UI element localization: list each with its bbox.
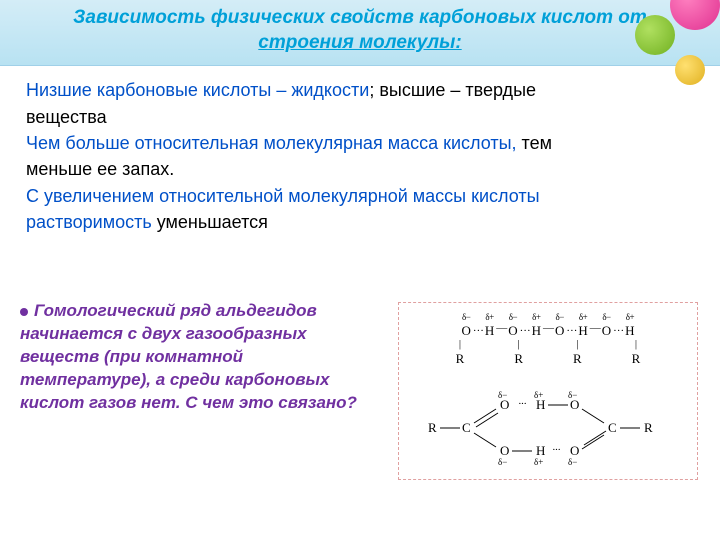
main-content: Низшие карбоновые кислоты – жидкости; вы… xyxy=(0,66,720,244)
content-line: Низшие карбоновые кислоты – жидкости; вы… xyxy=(26,78,694,102)
chain-unit: … xyxy=(612,313,624,337)
svg-text:δ−: δ− xyxy=(498,457,507,467)
hbond-chain: δ−O…δ+H—δ−O…δ+H—δ−O…δ+H—δ−O…δ+H xyxy=(405,313,691,337)
text-span: вещества xyxy=(26,107,107,127)
dimer-left-c: C xyxy=(462,420,471,435)
chain-unit: — xyxy=(542,313,554,337)
hbond-diagram: δ−O…δ+H—δ−O…δ+H—δ−O…δ+H—δ−O…δ+H |R|R|R|R… xyxy=(398,302,698,480)
text-span: меньше ее запах. xyxy=(26,159,174,179)
r-label: |R xyxy=(513,339,524,365)
chain-unit: … xyxy=(472,313,484,337)
content-line: С увеличением относительной молекулярной… xyxy=(26,184,694,208)
page-title: Зависимость физических свойств карбоновы… xyxy=(20,6,700,55)
title-bar: Зависимость физических свойств карбоновы… xyxy=(0,0,720,66)
text-span: Низшие карбоновые кислоты – жидкости xyxy=(26,80,369,100)
svg-text:O: O xyxy=(500,443,509,458)
chain-unit: δ−O xyxy=(460,313,471,337)
text-span: ; высшие – твердые xyxy=(369,80,536,100)
text-span: тем xyxy=(522,133,552,153)
text-span: С увеличением относительной молекулярной… xyxy=(26,186,540,206)
bullet-icon xyxy=(20,308,28,316)
text-span: уменьшается xyxy=(152,212,268,232)
question-text: Гомологический ряд альдегидов начинается… xyxy=(20,301,357,412)
svg-text:H: H xyxy=(536,443,545,458)
chain-unit: … xyxy=(519,313,531,337)
title-line1: Зависимость физических свойств карбоновы… xyxy=(73,7,647,28)
chain-unit: δ+H xyxy=(624,313,635,337)
chain-unit: δ+H xyxy=(531,313,542,337)
svg-text:O: O xyxy=(570,443,579,458)
svg-text:δ−: δ− xyxy=(568,390,577,400)
r-label: |R xyxy=(455,339,466,365)
svg-text:δ+: δ+ xyxy=(534,390,543,400)
dimer-left-r: R xyxy=(428,420,437,435)
dimer-structure: R C O δ− ··· H δ+ O δ− O δ− H δ+ ··· O δ… xyxy=(418,387,678,467)
content-line: меньше ее запах. xyxy=(26,157,694,181)
decorative-circles xyxy=(620,0,720,100)
text-span: Чем больше относительная молекулярная ма… xyxy=(26,133,522,153)
chain-unit: … xyxy=(565,313,577,337)
chain-unit: δ−O xyxy=(601,313,612,337)
content-line: Чем больше относительная молекулярная ма… xyxy=(26,131,694,155)
svg-text:···: ··· xyxy=(518,398,526,410)
r-label: |R xyxy=(631,339,642,365)
svg-text:δ+: δ+ xyxy=(534,457,543,467)
chain-unit: δ−O xyxy=(554,313,565,337)
chain-unit: δ−O xyxy=(507,313,518,337)
r-labels-row: |R |R |R |R xyxy=(405,339,691,365)
dimer-right-r: R xyxy=(644,420,653,435)
chain-unit: δ+H xyxy=(484,313,495,337)
content-line: растворимость уменьшается xyxy=(26,210,694,234)
chain-unit: δ+H xyxy=(577,313,588,337)
chain-unit: — xyxy=(589,313,601,337)
content-line: вещества xyxy=(26,105,694,129)
svg-text:···: ··· xyxy=(552,444,560,456)
question-block: Гомологический ряд альдегидов начинается… xyxy=(20,300,360,415)
svg-text:δ−: δ− xyxy=(568,457,577,467)
text-span: растворимость xyxy=(26,212,152,232)
chain-unit: — xyxy=(495,313,507,337)
r-label: |R xyxy=(572,339,583,365)
title-line2: строения молекулы: xyxy=(258,32,461,53)
svg-text:δ−: δ− xyxy=(498,390,507,400)
dimer-right-c: C xyxy=(608,420,617,435)
